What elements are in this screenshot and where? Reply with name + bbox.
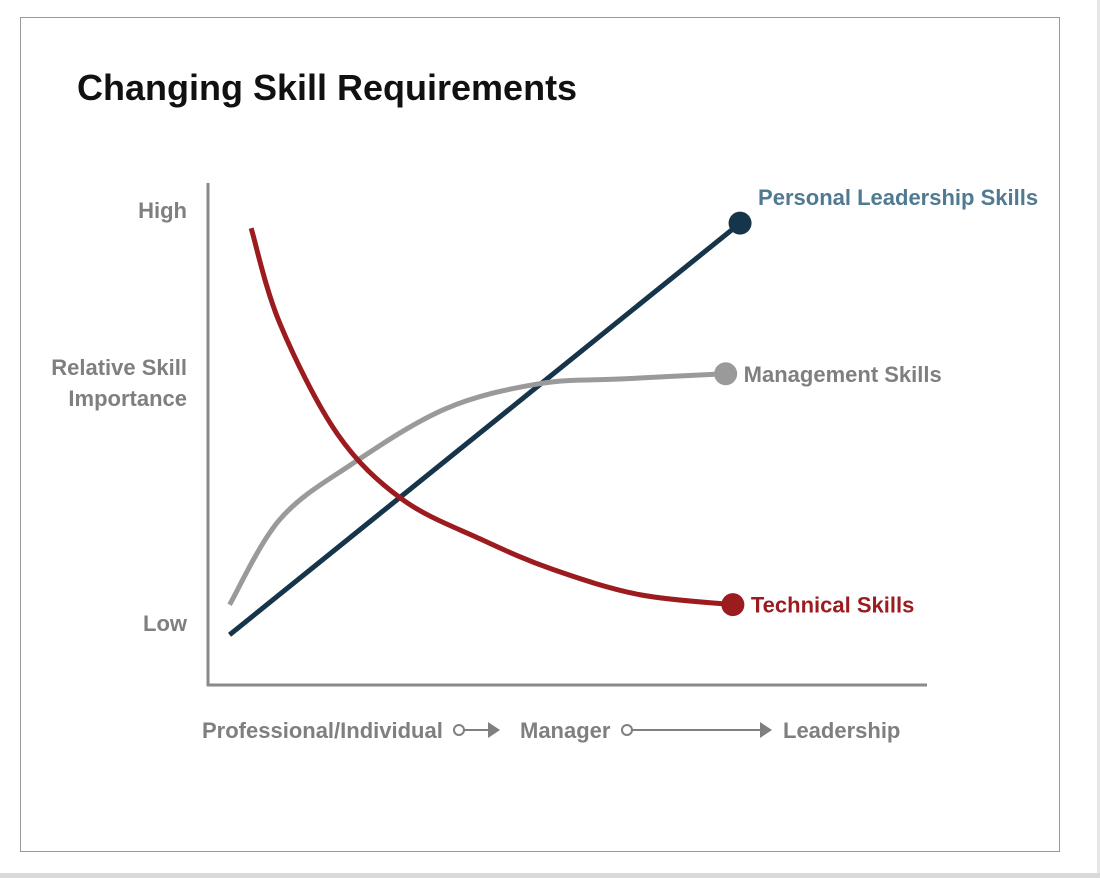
x-stage-layer: Professional/Individual Manager Leadership: [202, 718, 900, 743]
y-axis-label-line: Relative Skill: [51, 355, 187, 380]
x-stage-arrow-head: [488, 722, 500, 738]
x-stage-arrow-start: [621, 724, 633, 736]
chart-title: Changing Skill Requirements: [77, 67, 577, 108]
chart-card: [20, 17, 1060, 852]
management-skills-label: Management Skills: [744, 362, 942, 387]
x-stage-label: Professional/Individual: [202, 718, 443, 743]
personal-leadership-skills-end-point: [728, 211, 752, 235]
series-layer: Personal Leadership Skills Management Ski…: [227, 185, 1038, 637]
technical-skills-end-point: [721, 593, 745, 617]
x-stage-arrow-head: [760, 722, 772, 738]
technical-skills-line: [248, 227, 734, 608]
x-stage-label: Manager: [520, 718, 611, 743]
personal-leadership-skills-label: Personal Leadership Skills: [758, 185, 1038, 210]
y-tick-low: Low: [143, 611, 188, 636]
x-stage-arrow-start: [453, 724, 465, 736]
y-axis-label: Relative Skill Importance: [51, 355, 187, 411]
technical-skills-label: Technical Skills: [751, 593, 914, 618]
y-axis-label-line: Importance: [68, 386, 187, 411]
management-skills-line: [227, 371, 726, 606]
window-edge-bottom: [0, 873, 1100, 878]
personal-leadership-skills-line: [228, 221, 742, 637]
management-skills-end-point: [714, 362, 738, 386]
x-stage-label: Leadership: [783, 718, 900, 743]
y-tick-high: High: [138, 198, 187, 223]
window-edge-right: [1097, 0, 1100, 878]
